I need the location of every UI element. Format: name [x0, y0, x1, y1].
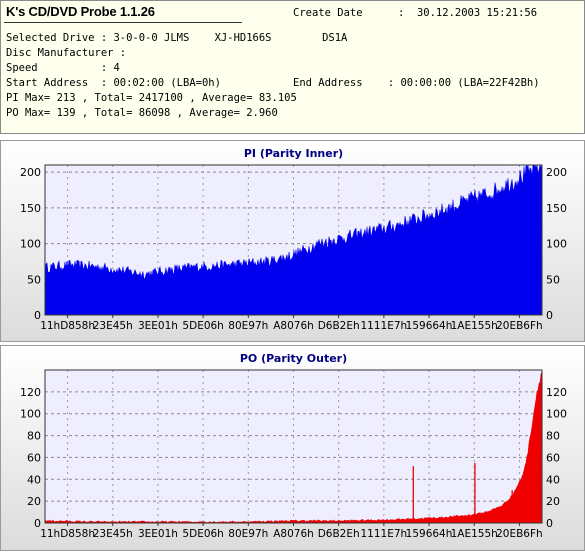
pi-summary: PI Max= 213 , Total= 2417100 , Average= … [6, 92, 297, 104]
po-x-tick-label: 159664h [406, 528, 453, 540]
po-y-tick-right: 20 [546, 495, 560, 508]
start-address: Start Address : 00:02:00 (LBA=0h) [6, 77, 221, 89]
po-y-tick-right: 100 [546, 408, 567, 421]
create-date-label: Create Date [293, 7, 363, 19]
pi-series-area [44, 163, 543, 316]
po-y-tick-left: 20 [27, 495, 41, 508]
pi-y-tick-left: 100 [20, 238, 41, 251]
po-chart-title: PO (Parity Outer) [240, 352, 347, 365]
po-y-tick-right: 40 [546, 473, 560, 486]
pi-y-tick-right: 50 [546, 273, 560, 286]
po-plot-frame [44, 369, 543, 524]
pi-x-tick-label: 80E97h [228, 320, 268, 332]
po-series-area [44, 371, 543, 524]
title-underline [4, 22, 242, 23]
pi-x-tick-label: 23E45h [93, 320, 133, 332]
app-title: K's CD/DVD Probe 1.1.26 [6, 4, 155, 19]
selected-drive: Selected Drive : 3-0-0-0 JLMS XJ-HD166S … [6, 32, 348, 44]
info-panel: K's CD/DVD Probe 1.1.26 Create Date : 30… [0, 0, 585, 134]
pi-x-tick-label: 11hD858h [40, 320, 95, 332]
po-x-tick-label: D6B2Eh [318, 528, 360, 540]
po-y-tick-right: 80 [546, 430, 560, 443]
po-y-tick-left: 80 [27, 430, 41, 443]
pi-y-tick-left: 150 [20, 202, 41, 215]
po-chart: PO (Parity Outer) 0 0 20 20 40 40 60 60 80 80 100 10… [20, 352, 567, 540]
po-chart-panel: PO (Parity Outer) 0 0 20 20 40 40 60 60 80 80 100 10… [0, 345, 585, 551]
pi-plot-frame [44, 164, 543, 316]
disc-manufacturer: Disc Manufacturer : [6, 47, 127, 59]
po-x-tick-label: 1111E7h [361, 528, 408, 540]
po-plot-area [44, 369, 543, 524]
pi-x-tick-label: 5DE06h [182, 320, 223, 332]
po-x-tick-label: 1AE155h [451, 528, 498, 540]
po-y-tick-left: 0 [34, 517, 41, 530]
po-y-tick-right: 60 [546, 451, 560, 464]
po-x-tick-label: 5DE06h [182, 528, 223, 540]
po-y-tick-left: 100 [20, 408, 41, 421]
po-x-tick-label: 11hD858h [40, 528, 95, 540]
pi-chart: PI (Parity Inner) 0 0 50 50 100 100 150 150 200 20… [20, 147, 567, 332]
pi-x-tick-label: 20EB6Fh [496, 320, 543, 332]
pi-y-tick-right: 150 [546, 202, 567, 215]
pi-y-tick-right: 0 [546, 309, 553, 322]
po-summary: PO Max= 139 , Total= 86098 , Average= 2.… [6, 107, 278, 119]
pi-x-tick-label: 1111E7h [361, 320, 408, 332]
po-y-tick-left: 40 [27, 473, 41, 486]
po-y-tick-left: 120 [20, 386, 41, 399]
po-x-tick-label: 23E45h [93, 528, 133, 540]
pi-y-tick-right: 100 [546, 238, 567, 251]
pi-y-tick-left: 200 [20, 166, 41, 179]
pi-y-tick-right: 200 [546, 166, 567, 179]
end-address: End Address : 00:00:00 (LBA=22F42Bh) [293, 77, 540, 89]
pi-chart-panel: PI (Parity Inner) 0 0 50 50 100 100 150 150 200 20… [0, 140, 585, 342]
pi-y-tick-left: 50 [27, 273, 41, 286]
po-y-tick-right: 0 [546, 517, 553, 530]
po-x-tick-label: 3EE01h [138, 528, 178, 540]
po-x-tick-label: A8076h [273, 528, 314, 540]
pi-chart-title: PI (Parity Inner) [244, 147, 343, 160]
create-date-value: : 30.12.2003 15:21:56 [398, 7, 538, 19]
pi-x-tick-label: D6B2Eh [318, 320, 360, 332]
pi-y-tick-left: 0 [34, 309, 41, 322]
pi-x-tick-label: A8076h [273, 320, 314, 332]
po-x-tick-label: 80E97h [228, 528, 268, 540]
pi-x-tick-label: 1AE155h [451, 320, 498, 332]
speed: Speed : 4 [6, 62, 120, 74]
po-x-tick-label: 20EB6Fh [496, 528, 543, 540]
pi-x-tick-label: 159664h [406, 320, 453, 332]
po-y-tick-right: 120 [546, 386, 567, 399]
po-y-tick-left: 60 [27, 451, 41, 464]
pi-x-tick-label: 3EE01h [138, 320, 178, 332]
